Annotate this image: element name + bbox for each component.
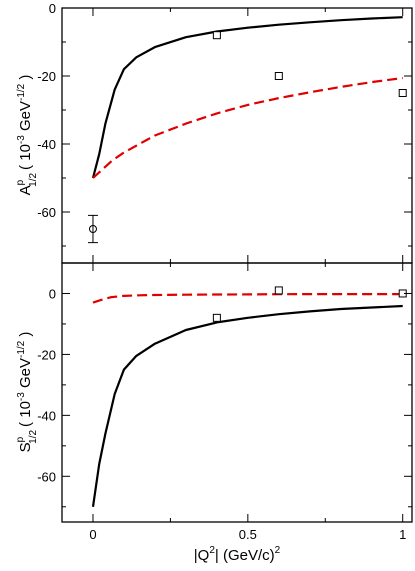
top-y-tick-label-0: 0 [49,1,56,16]
x-tick-label-0: 0 [89,527,96,542]
x-tick-label-2: 1 [399,527,406,542]
bottom-y-tick-label-2: -40 [37,408,56,423]
top-data-point-3 [88,225,97,233]
x-tick-label-1: 0.5 [239,527,257,542]
top-data-point-1 [274,72,283,80]
bottom-series-solid-black-line [91,304,403,507]
bottom-y-tick-label-1: -20 [37,347,56,362]
bottom-y-axis-label: Sp 1/2( 10-3 GeV-1/2 ) [15,332,39,453]
top-data-point-2 [398,89,407,97]
x-axis-label: |Q2| (GeV/c)2 [194,545,281,564]
bottom-y-tick-label-0: 0 [49,286,56,301]
top-y-tick-label-3: -60 [37,205,56,220]
bottom-series-dashed-red-line [92,293,403,304]
top-series-solid-black-line [91,16,403,179]
top-y-tick-label-1: -20 [37,69,56,84]
panel-bottom-amplitude: 0 -20 -40 -60 0 0.5 1 Sp 1/2( 10-3 GeV-1/2 ) |Q… [15,262,413,564]
top-series-dashed-red-line [92,76,403,179]
bottom-data-point-0 [212,313,221,322]
bottom-plot-frame [61,262,413,523]
top-data-point-0 [212,31,221,40]
top-error-bar-3 [87,214,98,244]
top-y-axis-label: Ap 1/2( 10-3 GeV-1/2 ) [15,75,39,196]
top-y-tick-label-2: -40 [37,137,56,152]
panel-top-amplitude: 0 -20 -40 -60 Ap 1/2( 10-3 GeV-1/2 ) [15,1,413,264]
bottom-y-tick-label-3: -60 [37,469,56,484]
bottom-data-point-1 [274,286,283,295]
